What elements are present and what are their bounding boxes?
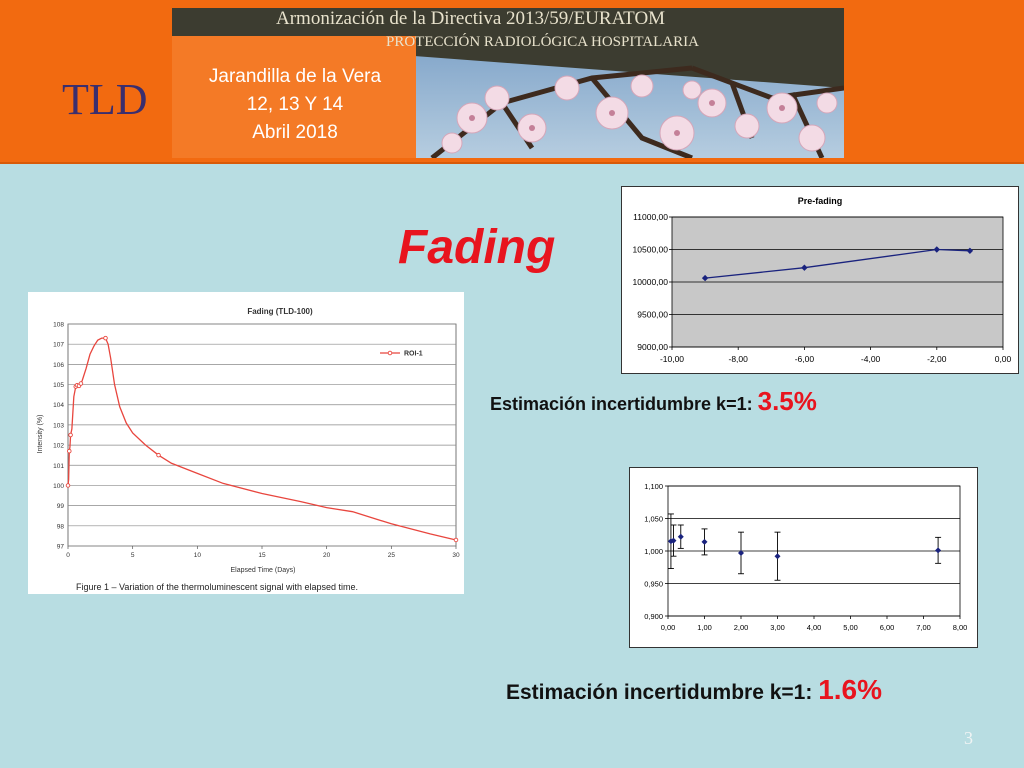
y-tick-label: 98	[57, 523, 65, 530]
legend-marker	[387, 350, 393, 356]
x-tick-label: 8,00	[953, 623, 968, 632]
prefading-chart-svg: Pre-fading 9000,00 9500,00 10000,00 10500,0…	[633, 196, 1012, 364]
data-point	[738, 549, 744, 556]
x-tick-label: 20	[323, 552, 331, 559]
y-tick-label: 105	[53, 382, 64, 389]
y-tick-label: 9000,00	[637, 342, 668, 352]
x-tick-label: 0	[66, 552, 70, 559]
x-tick-label: 6,00	[880, 623, 895, 632]
plot-area	[67, 323, 457, 547]
x-tick-label: 5,00	[843, 623, 858, 632]
x-tick-label: 7,00	[916, 623, 931, 632]
x-tick-label: -10,00	[660, 354, 684, 364]
banner-month-year: Abril 2018	[252, 122, 338, 143]
x-tick-label: 0,00	[661, 623, 676, 632]
y-tick-label: 1,000	[644, 547, 663, 556]
y-tick-label: 10500,00	[633, 245, 669, 255]
x-tick-label: 1,00	[697, 623, 712, 632]
prefading-chart: Pre-fading 9000,00 9500,00 10000,00 10500,0…	[621, 186, 1019, 374]
uncertainty-estimate-1: Estimación incertidumbre k=1: 3.5%	[490, 386, 817, 417]
chart-caption: Figure 1 – Variation of the thermolumine…	[76, 582, 358, 592]
y-tick-label: 0,900	[644, 612, 663, 621]
y-tick-label: 1,100	[644, 482, 663, 491]
fading-chart-svg: Fading (TLD-100) Intensity (%) Elapsed T…	[28, 292, 464, 594]
y-tick-label: 107	[53, 342, 64, 349]
y-tick-label: 10000,00	[633, 277, 669, 287]
y-tick-label: 97	[57, 544, 65, 551]
banner-location: Jarandilla de la Vera	[208, 66, 382, 87]
data-point	[701, 274, 709, 282]
uncertainty-label: Estimación incertidumbre k=1:	[490, 394, 753, 414]
x-tick-label: -4,00	[861, 354, 881, 364]
x-tick-label: -6,00	[795, 354, 815, 364]
x-tick-label: 15	[258, 552, 266, 559]
y-tick-label: 99	[57, 503, 65, 510]
y-tick-label: 104	[53, 402, 64, 409]
x-tick-label: 3,00	[770, 623, 785, 632]
data-point	[68, 432, 73, 438]
data-point	[935, 547, 942, 554]
y-tick-label: 106	[53, 362, 64, 369]
x-tick-label: 4,00	[807, 623, 822, 632]
banner-title-line2: PROTECCIÓN RADIOLÓGICA HOSPITALARIA	[386, 34, 699, 50]
y-tick-label: 102	[53, 443, 64, 450]
ratio-errorbar-chart: 0,900 0,950 1,000 1,050 1,100 0,00 1,00 2,00 3,0…	[629, 467, 978, 648]
chart-ylabel: Intensity (%)	[37, 415, 44, 454]
chart-xlabel: Elapsed Time (Days)	[231, 567, 296, 574]
ratio-errorbar-chart-svg: 0,900 0,950 1,000 1,050 1,100 0,00 1,00 2,00 3,0…	[644, 482, 968, 632]
chart-title: Pre-fading	[798, 196, 843, 206]
x-tick-label: 25	[388, 552, 396, 559]
page-number: 3	[964, 728, 973, 748]
y-tick-label: 0,950	[644, 579, 663, 588]
x-tick-label: 5	[131, 552, 135, 559]
y-tick-label: 108	[53, 322, 64, 329]
data-point	[67, 448, 72, 454]
data-point	[78, 381, 84, 386]
banner-acronym: TLD	[62, 75, 148, 124]
fading-chart: Fading (TLD-100) Intensity (%) Elapsed T…	[28, 292, 464, 594]
y-tick-label: 103	[53, 422, 64, 429]
data-point	[701, 538, 708, 545]
x-tick-label: 30	[452, 552, 460, 559]
banner-location-panel	[172, 36, 416, 158]
uncertainty-value: 3.5%	[757, 386, 817, 416]
banner-dates: 12, 13 Y 14	[246, 94, 344, 115]
uncertainty-estimate-2: Estimación incertidumbre k=1: 1.6%	[506, 674, 882, 706]
x-tick-label: -2,00	[927, 354, 947, 364]
data-point	[453, 537, 459, 543]
slide-heading: Fading	[398, 221, 556, 274]
series-line-roi-1	[67, 337, 457, 541]
uncertainty-label: Estimación incertidumbre k=1:	[506, 681, 813, 704]
legend-label: ROI-1	[404, 351, 423, 358]
x-tick-label: 2,00	[734, 623, 749, 632]
data-point	[801, 264, 808, 271]
y-tick-label: 101	[53, 463, 64, 470]
data-point	[103, 335, 108, 341]
data-point	[774, 553, 781, 560]
data-point	[966, 247, 974, 254]
x-tick-label: 10	[194, 552, 202, 559]
y-tick-label: 9500,00	[637, 310, 668, 320]
uncertainty-value: 1.6%	[818, 674, 883, 705]
y-tick-label: 1,050	[644, 514, 663, 523]
y-tick-label: 11000,00	[633, 212, 668, 222]
data-point	[65, 483, 71, 488]
x-tick-label: -8,00	[729, 354, 749, 364]
banner-title-line1: Armonización de la Directiva 2013/59/EUR…	[276, 8, 666, 29]
y-tick-label: 100	[53, 483, 64, 490]
x-tick-label: 0,00	[995, 354, 1012, 364]
data-point	[677, 533, 684, 540]
series-line	[705, 248, 970, 279]
data-point	[670, 537, 677, 544]
chart-title: Fading (TLD-100)	[247, 307, 313, 316]
data-point	[156, 452, 161, 458]
